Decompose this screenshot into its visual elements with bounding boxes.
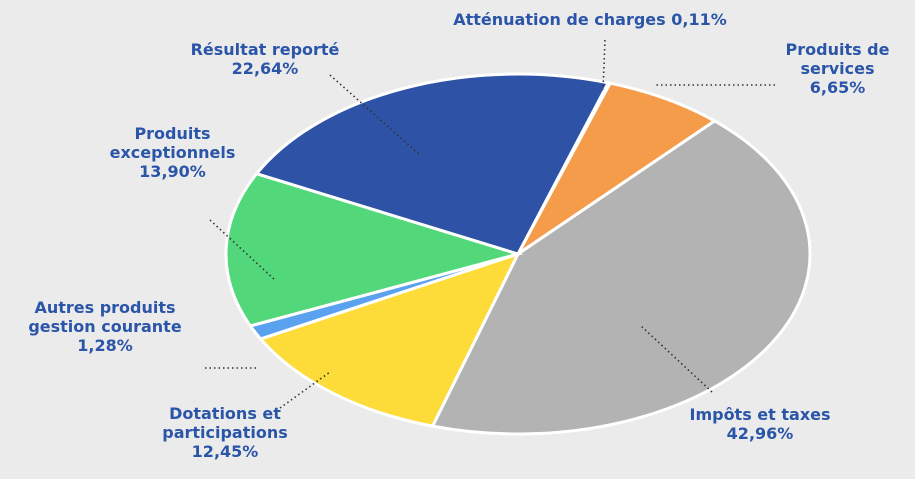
pie-slice: [430, 119, 812, 436]
slice-label: Dotations et participations 12,45%: [162, 404, 288, 461]
pie-slice: [257, 251, 521, 428]
slice-label: Autres produits gestion courante 1,28%: [28, 298, 182, 355]
pie-slice: [516, 81, 718, 256]
leader: [279, 371, 331, 409]
slice-label: Résultat reporté 22,64%: [190, 40, 340, 78]
leader: [639, 324, 713, 393]
pie-slice: [224, 171, 524, 328]
pie-slice: [254, 72, 611, 256]
leader: [329, 74, 421, 156]
slice-label: Impôts et taxes 42,96%: [689, 405, 831, 443]
leader: [602, 39, 606, 91]
slice-label: Produits exceptionnels 13,90%: [109, 124, 236, 181]
slice-label: Produits de services 6,65%: [785, 40, 890, 97]
leader: [209, 219, 276, 281]
slice-label: Atténuation de charges 0,11%: [453, 10, 727, 29]
